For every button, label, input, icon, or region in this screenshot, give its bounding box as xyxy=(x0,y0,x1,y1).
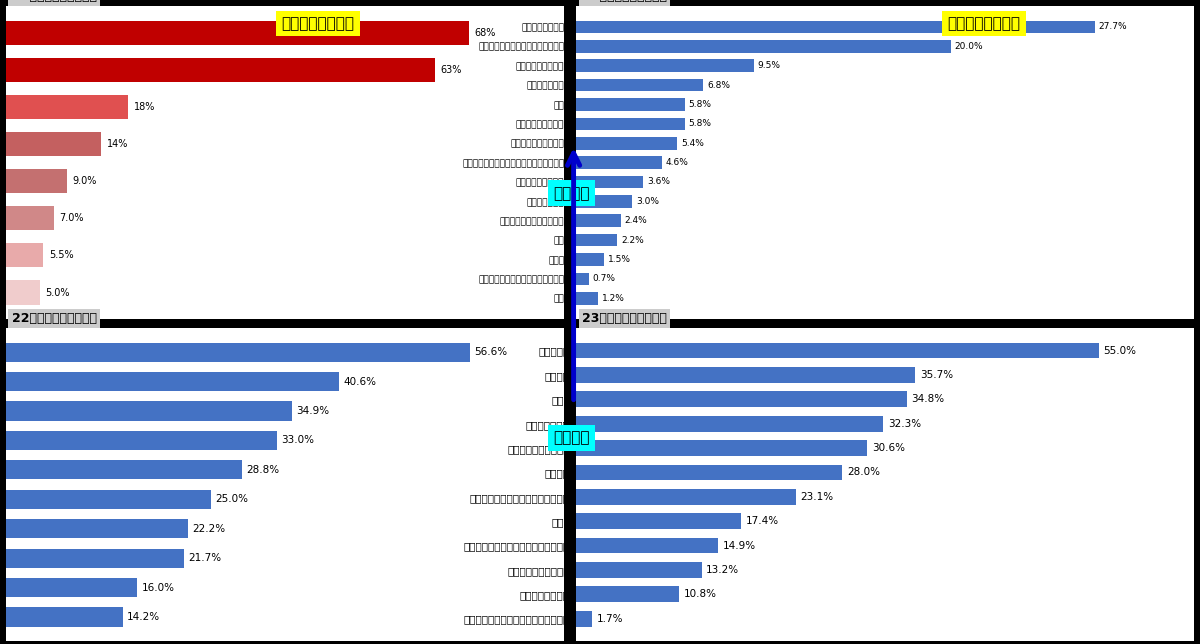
Text: 9.0%: 9.0% xyxy=(73,176,97,186)
Bar xyxy=(576,587,679,602)
Text: 昨年度アンケート: 昨年度アンケート xyxy=(282,16,354,31)
Bar xyxy=(576,272,589,285)
Bar xyxy=(576,538,718,553)
Text: 14.2%: 14.2% xyxy=(127,612,160,622)
Text: 28.8%: 28.8% xyxy=(246,465,280,475)
Text: 今年度アンケート: 今年度アンケート xyxy=(948,16,1020,31)
Bar xyxy=(6,243,43,267)
Bar xyxy=(576,156,662,169)
Bar xyxy=(576,253,604,266)
Bar xyxy=(576,40,950,53)
Text: 23卒回答（複数回答）: 23卒回答（複数回答） xyxy=(582,312,667,325)
Text: 2.4%: 2.4% xyxy=(625,216,648,225)
Text: 就活後期: 就活後期 xyxy=(553,185,589,201)
Text: 3.0%: 3.0% xyxy=(636,197,659,206)
Bar xyxy=(576,21,1094,33)
Bar xyxy=(6,372,340,391)
Text: 33.0%: 33.0% xyxy=(281,435,314,446)
Text: 5.5%: 5.5% xyxy=(49,251,73,260)
Text: 5.0%: 5.0% xyxy=(46,287,70,298)
Bar xyxy=(576,292,599,305)
Bar xyxy=(576,137,677,149)
Text: 34.8%: 34.8% xyxy=(912,394,944,404)
Bar xyxy=(576,367,916,383)
Text: 18%: 18% xyxy=(134,102,155,112)
Bar xyxy=(6,401,293,421)
Bar xyxy=(576,343,1099,359)
Text: 68%: 68% xyxy=(474,28,496,38)
Bar xyxy=(576,98,685,111)
Text: 22卒回答（複数回答）: 22卒回答（複数回答） xyxy=(582,0,667,3)
Bar xyxy=(6,132,101,156)
Text: 3.6%: 3.6% xyxy=(647,178,670,187)
Bar xyxy=(6,343,470,362)
Bar xyxy=(576,489,796,505)
Text: 28.0%: 28.0% xyxy=(847,468,880,477)
Bar xyxy=(576,562,702,578)
Text: 10.8%: 10.8% xyxy=(684,589,716,600)
Text: 14.9%: 14.9% xyxy=(722,540,756,551)
Bar xyxy=(6,280,40,305)
Text: 32.3%: 32.3% xyxy=(888,419,920,429)
Text: 5.8%: 5.8% xyxy=(689,100,712,109)
Bar xyxy=(576,513,742,529)
Bar xyxy=(576,440,866,456)
Text: 6.8%: 6.8% xyxy=(707,80,730,90)
Bar xyxy=(6,21,469,45)
Bar xyxy=(6,519,188,538)
Text: 34.9%: 34.9% xyxy=(296,406,330,416)
Text: 35.7%: 35.7% xyxy=(920,370,953,380)
Text: 20.0%: 20.0% xyxy=(954,42,983,51)
Text: 16.0%: 16.0% xyxy=(142,583,174,592)
Bar xyxy=(6,578,137,597)
Text: 1.2%: 1.2% xyxy=(602,294,625,303)
Text: 2.2%: 2.2% xyxy=(620,236,643,245)
Bar xyxy=(6,206,54,231)
Text: 63%: 63% xyxy=(440,65,462,75)
Bar xyxy=(6,431,277,450)
Text: 13.2%: 13.2% xyxy=(707,565,739,575)
Text: 7.0%: 7.0% xyxy=(59,213,84,223)
Bar xyxy=(6,549,184,568)
Text: 25.0%: 25.0% xyxy=(215,495,248,504)
Bar xyxy=(576,416,883,431)
Text: 5.8%: 5.8% xyxy=(689,119,712,128)
Bar xyxy=(576,59,754,72)
Bar xyxy=(6,169,67,193)
Text: 22卒回答（複数回答）: 22卒回答（複数回答） xyxy=(12,312,96,325)
Text: 17.4%: 17.4% xyxy=(746,516,779,526)
Text: 23.1%: 23.1% xyxy=(800,492,834,502)
Text: 0.7%: 0.7% xyxy=(593,274,616,283)
Bar xyxy=(576,214,620,227)
Bar xyxy=(576,176,643,188)
Bar xyxy=(576,195,632,207)
Bar xyxy=(6,58,434,82)
Text: 1.7%: 1.7% xyxy=(596,614,624,623)
Text: 56.6%: 56.6% xyxy=(474,347,508,357)
Text: 就活前期: 就活前期 xyxy=(553,430,589,446)
Bar xyxy=(576,611,592,627)
Text: 30.6%: 30.6% xyxy=(871,443,905,453)
Text: 22.2%: 22.2% xyxy=(192,524,226,534)
Bar xyxy=(576,464,842,480)
Bar xyxy=(576,392,907,407)
Bar xyxy=(6,607,122,627)
Text: 40.6%: 40.6% xyxy=(343,377,377,386)
Bar xyxy=(6,489,211,509)
Text: 4.6%: 4.6% xyxy=(666,158,689,167)
Text: 1.5%: 1.5% xyxy=(608,255,631,264)
Bar xyxy=(576,234,617,247)
Text: 5.4%: 5.4% xyxy=(680,138,703,147)
Text: 27.7%: 27.7% xyxy=(1098,23,1127,32)
Bar xyxy=(576,79,703,91)
Bar xyxy=(6,95,128,119)
Text: 21卒回答（単一回答）: 21卒回答（単一回答） xyxy=(12,0,96,3)
Bar xyxy=(6,460,242,480)
Text: 14%: 14% xyxy=(107,139,128,149)
Text: 21.7%: 21.7% xyxy=(188,553,221,563)
Text: 9.5%: 9.5% xyxy=(757,61,781,70)
Bar xyxy=(576,118,685,130)
Text: 55.0%: 55.0% xyxy=(1104,346,1136,355)
